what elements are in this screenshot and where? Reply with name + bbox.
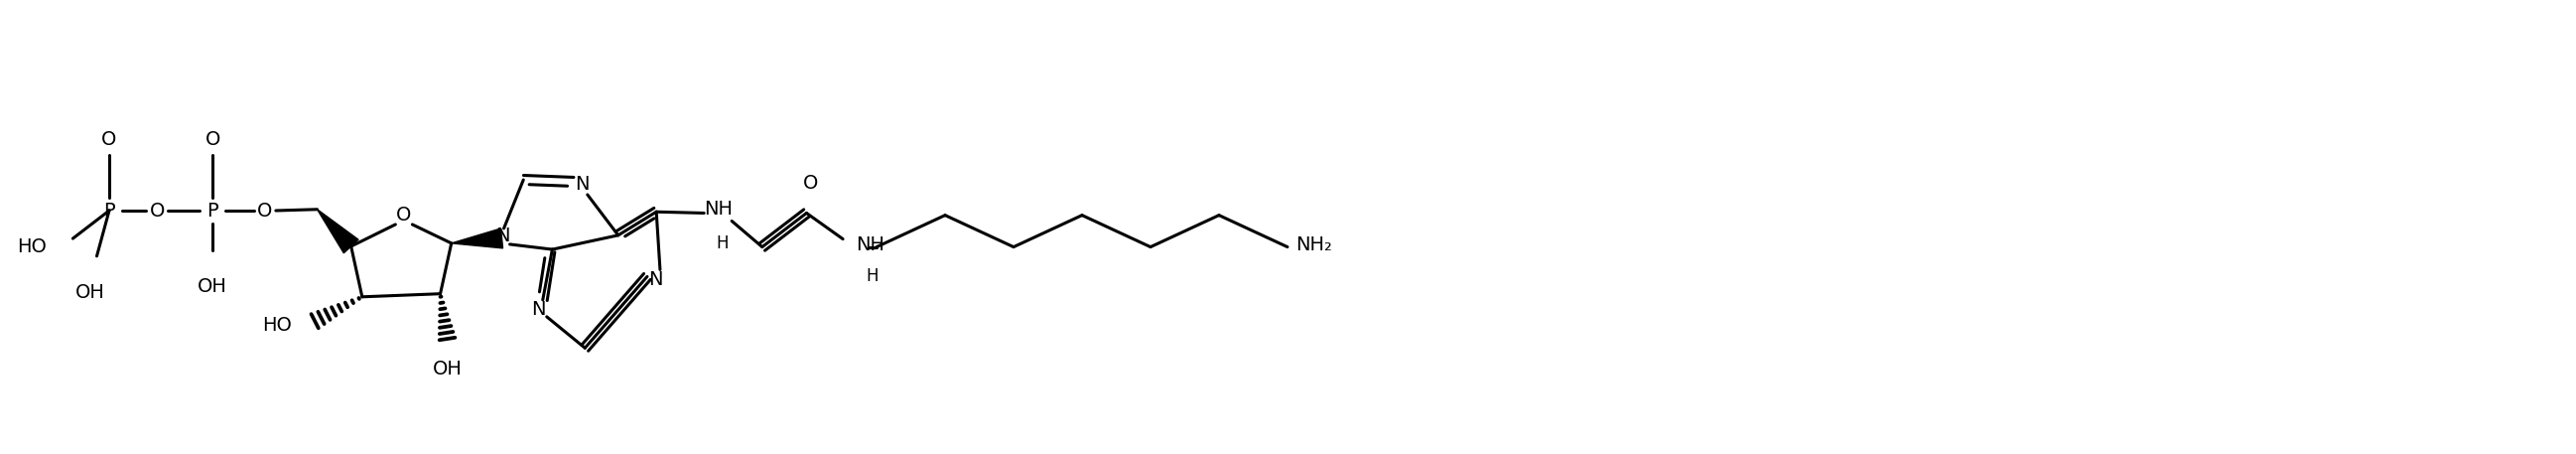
Text: OH: OH xyxy=(433,360,464,379)
Text: N: N xyxy=(574,175,590,194)
Text: H: H xyxy=(716,235,729,253)
Polygon shape xyxy=(451,228,502,248)
Text: O: O xyxy=(397,206,412,225)
Text: H: H xyxy=(866,267,878,285)
Text: O: O xyxy=(149,201,165,220)
Text: NH: NH xyxy=(855,236,884,254)
Text: N: N xyxy=(649,270,662,289)
Text: O: O xyxy=(804,174,819,193)
Text: P: P xyxy=(103,201,116,220)
Text: OH: OH xyxy=(198,277,227,296)
Text: O: O xyxy=(206,130,219,149)
Text: N: N xyxy=(495,227,510,246)
Text: O: O xyxy=(258,201,273,220)
Text: N: N xyxy=(531,301,546,319)
Text: O: O xyxy=(100,130,116,149)
Text: P: P xyxy=(206,201,219,220)
Text: NH₂: NH₂ xyxy=(1296,236,1332,254)
Text: OH: OH xyxy=(75,283,106,302)
Text: HO: HO xyxy=(263,316,291,335)
Text: HO: HO xyxy=(18,237,46,256)
Text: NH: NH xyxy=(703,200,732,218)
Polygon shape xyxy=(317,209,358,253)
